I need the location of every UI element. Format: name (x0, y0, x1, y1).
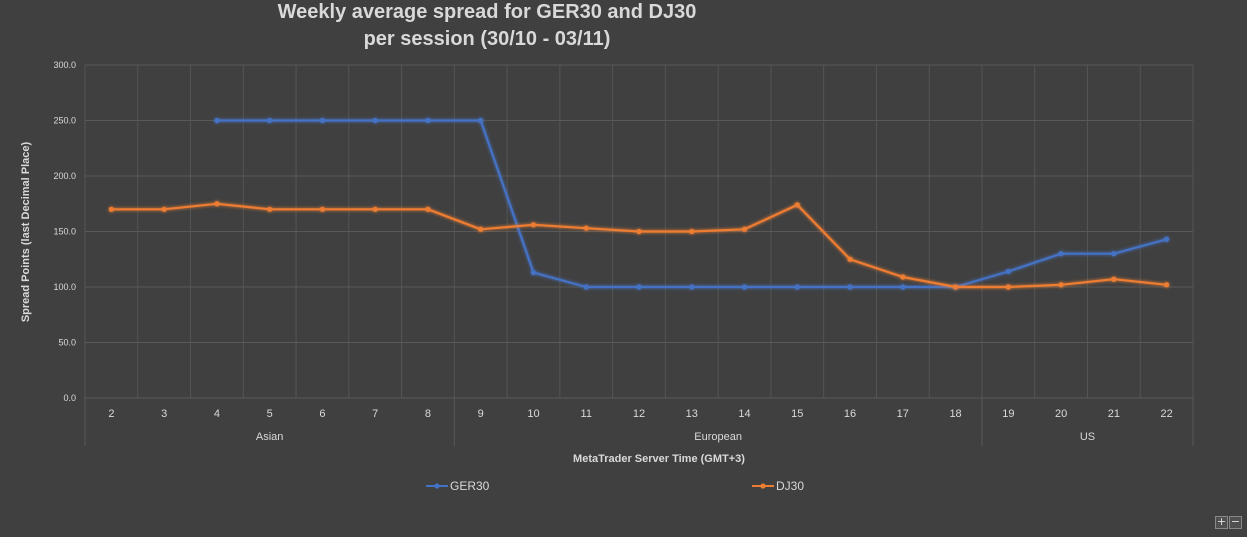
data-point (689, 284, 695, 290)
data-point (1058, 251, 1064, 257)
data-point (372, 206, 378, 212)
zoom-out-button[interactable]: − (1229, 515, 1242, 529)
data-point (636, 284, 642, 290)
data-point (214, 201, 220, 207)
y-axis-label: Spread Points (last Decimal Place) (20, 141, 32, 322)
x-tick-label: 14 (738, 408, 750, 420)
data-point (583, 225, 589, 231)
y-tick-label: 100.0 (53, 282, 76, 292)
series-dj30 (108, 201, 1170, 290)
x-tick-label: 16 (844, 408, 856, 420)
data-point (425, 206, 431, 212)
data-point (583, 284, 589, 290)
data-point (161, 206, 167, 212)
data-point (108, 206, 114, 212)
data-point (794, 284, 800, 290)
data-point (478, 226, 484, 232)
x-axis-label: MetaTrader Server Time (GMT+3) (573, 453, 745, 465)
x-tick-label: 2 (108, 408, 114, 420)
zoom-in-button[interactable]: + (1215, 515, 1228, 529)
legend-swatch-marker (434, 483, 440, 489)
x-tick-label: 21 (1108, 408, 1120, 420)
data-point (794, 202, 800, 208)
data-point (636, 228, 642, 235)
x-tick-label: 8 (425, 408, 431, 420)
x-tick-label: 6 (319, 408, 325, 420)
y-axis-ticks: 0.0 50.0 100.0 150.0 200.0 250.0 300.0 (53, 60, 76, 403)
data-point (319, 117, 326, 124)
x-tick-label: 7 (372, 408, 378, 420)
data-point (267, 117, 273, 124)
data-point (900, 284, 906, 290)
data-point (530, 269, 537, 276)
data-point (1164, 282, 1170, 288)
data-point (1111, 276, 1117, 282)
session-group-label: European (694, 431, 742, 443)
data-point (530, 222, 537, 228)
series-lines (108, 117, 1170, 290)
x-tick-label: 5 (267, 408, 273, 420)
data-point (1005, 268, 1011, 275)
y-tick-label: 200.0 (53, 171, 76, 181)
data-point (478, 117, 484, 124)
data-point (847, 256, 853, 262)
legend: GER30 DJ30 (426, 479, 804, 493)
session-group-label: Asian (256, 431, 284, 443)
legend-swatch-marker (760, 483, 766, 489)
data-point (689, 228, 695, 235)
x-tick-label: 11 (581, 408, 592, 420)
y-tick-label: 50.0 (58, 338, 76, 348)
data-point (1164, 236, 1170, 242)
data-point (847, 284, 853, 290)
session-group-label: US (1080, 431, 1095, 443)
data-point (741, 284, 748, 290)
x-tick-label: 9 (478, 408, 484, 420)
data-point (214, 117, 220, 124)
x-tick-label: 19 (1002, 408, 1014, 420)
x-tick-label: 18 (949, 408, 961, 420)
data-point (372, 117, 378, 124)
series-line (111, 202, 1167, 289)
y-tick-label: 300.0 (53, 60, 76, 70)
data-point (267, 206, 273, 212)
series-line (216, 119, 1167, 289)
x-tick-label: 10 (527, 408, 539, 420)
x-tick-label: 17 (897, 408, 909, 420)
y-tick-label: 0.0 (63, 393, 76, 403)
x-tick-label: 3 (161, 408, 167, 420)
x-tick-label: 12 (633, 408, 645, 420)
x-tick-label: 22 (1160, 408, 1172, 420)
x-axis-ticks: 2 3 4 5 6 7 8 9 10 11 12 13 14 15 16 17 18 19 20 21 22 (108, 408, 1172, 420)
x-tick-label: 4 (214, 408, 220, 420)
data-point (741, 226, 748, 232)
data-point (319, 206, 326, 212)
legend-label: GER30 (450, 479, 490, 493)
data-point (1058, 282, 1064, 288)
legend-label: DJ30 (776, 479, 804, 493)
data-point (952, 284, 959, 290)
y-tick-label: 150.0 (53, 227, 76, 237)
data-point (1005, 284, 1011, 290)
session-groups: Asian European US (84, 398, 1194, 446)
data-point (1111, 251, 1117, 257)
x-tick-label: 15 (791, 408, 803, 420)
x-tick-label: 20 (1055, 408, 1067, 420)
series-ger30 (214, 117, 1170, 290)
x-tick-label: 13 (686, 408, 698, 420)
data-point (900, 274, 906, 280)
data-point (425, 117, 431, 124)
y-tick-label: 250.0 (53, 116, 76, 126)
